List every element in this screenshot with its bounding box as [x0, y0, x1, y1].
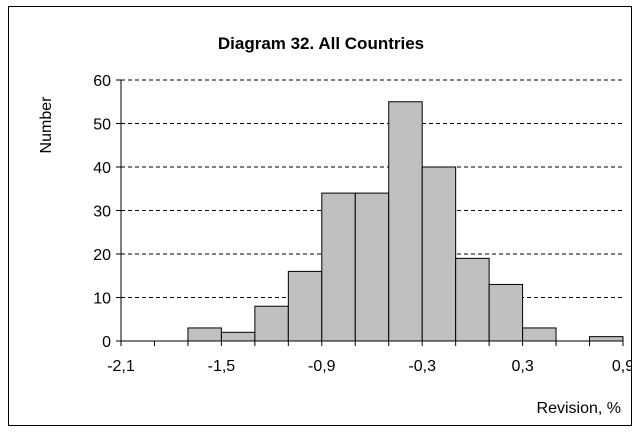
x-tick-label: -1,5	[208, 358, 236, 375]
y-tick-label: 0	[102, 334, 111, 351]
x-axis-label: Revision, %	[537, 400, 621, 417]
y-tick-label: 40	[93, 160, 111, 177]
chart-frame: Diagram 32. All Countries Number Revisio…	[8, 6, 632, 426]
histogram-bar	[488, 283, 524, 342]
x-tick-label: 0,3	[511, 358, 533, 375]
histogram-bar	[421, 166, 457, 342]
y-tick-label: 60	[93, 73, 111, 90]
x-tick-label: 0,9	[612, 358, 631, 375]
histogram-bar	[321, 192, 356, 342]
histogram-bar	[187, 327, 222, 342]
histogram-bar	[287, 270, 323, 342]
x-tick-label: -0,9	[308, 358, 336, 375]
histogram-bars	[187, 101, 624, 342]
y-tick-label: 20	[93, 247, 111, 264]
histogram-bar	[388, 101, 423, 342]
histogram-bar	[220, 331, 256, 342]
histogram-bar	[254, 305, 289, 342]
histogram-bar	[455, 257, 490, 342]
x-tick-label: -2,1	[107, 358, 135, 375]
histogram-chart: Diagram 32. All Countries Number Revisio…	[38, 34, 631, 417]
y-tick-labels: 0 10 20 30 40 50 60	[93, 73, 121, 351]
y-tick-label: 10	[93, 291, 111, 308]
histogram-bar	[354, 192, 390, 342]
histogram-bar	[589, 336, 624, 342]
y-tick-label: 30	[93, 204, 111, 221]
x-tick-labels: -2,1-1,5-0,9-0,30,30,91,52,1	[107, 341, 631, 375]
x-tick-label: -0,3	[408, 358, 436, 375]
histogram-bar	[522, 327, 557, 342]
chart-title: Diagram 32. All Countries	[218, 34, 424, 53]
y-axis-label: Number	[38, 96, 55, 154]
y-tick-label: 50	[93, 117, 111, 134]
